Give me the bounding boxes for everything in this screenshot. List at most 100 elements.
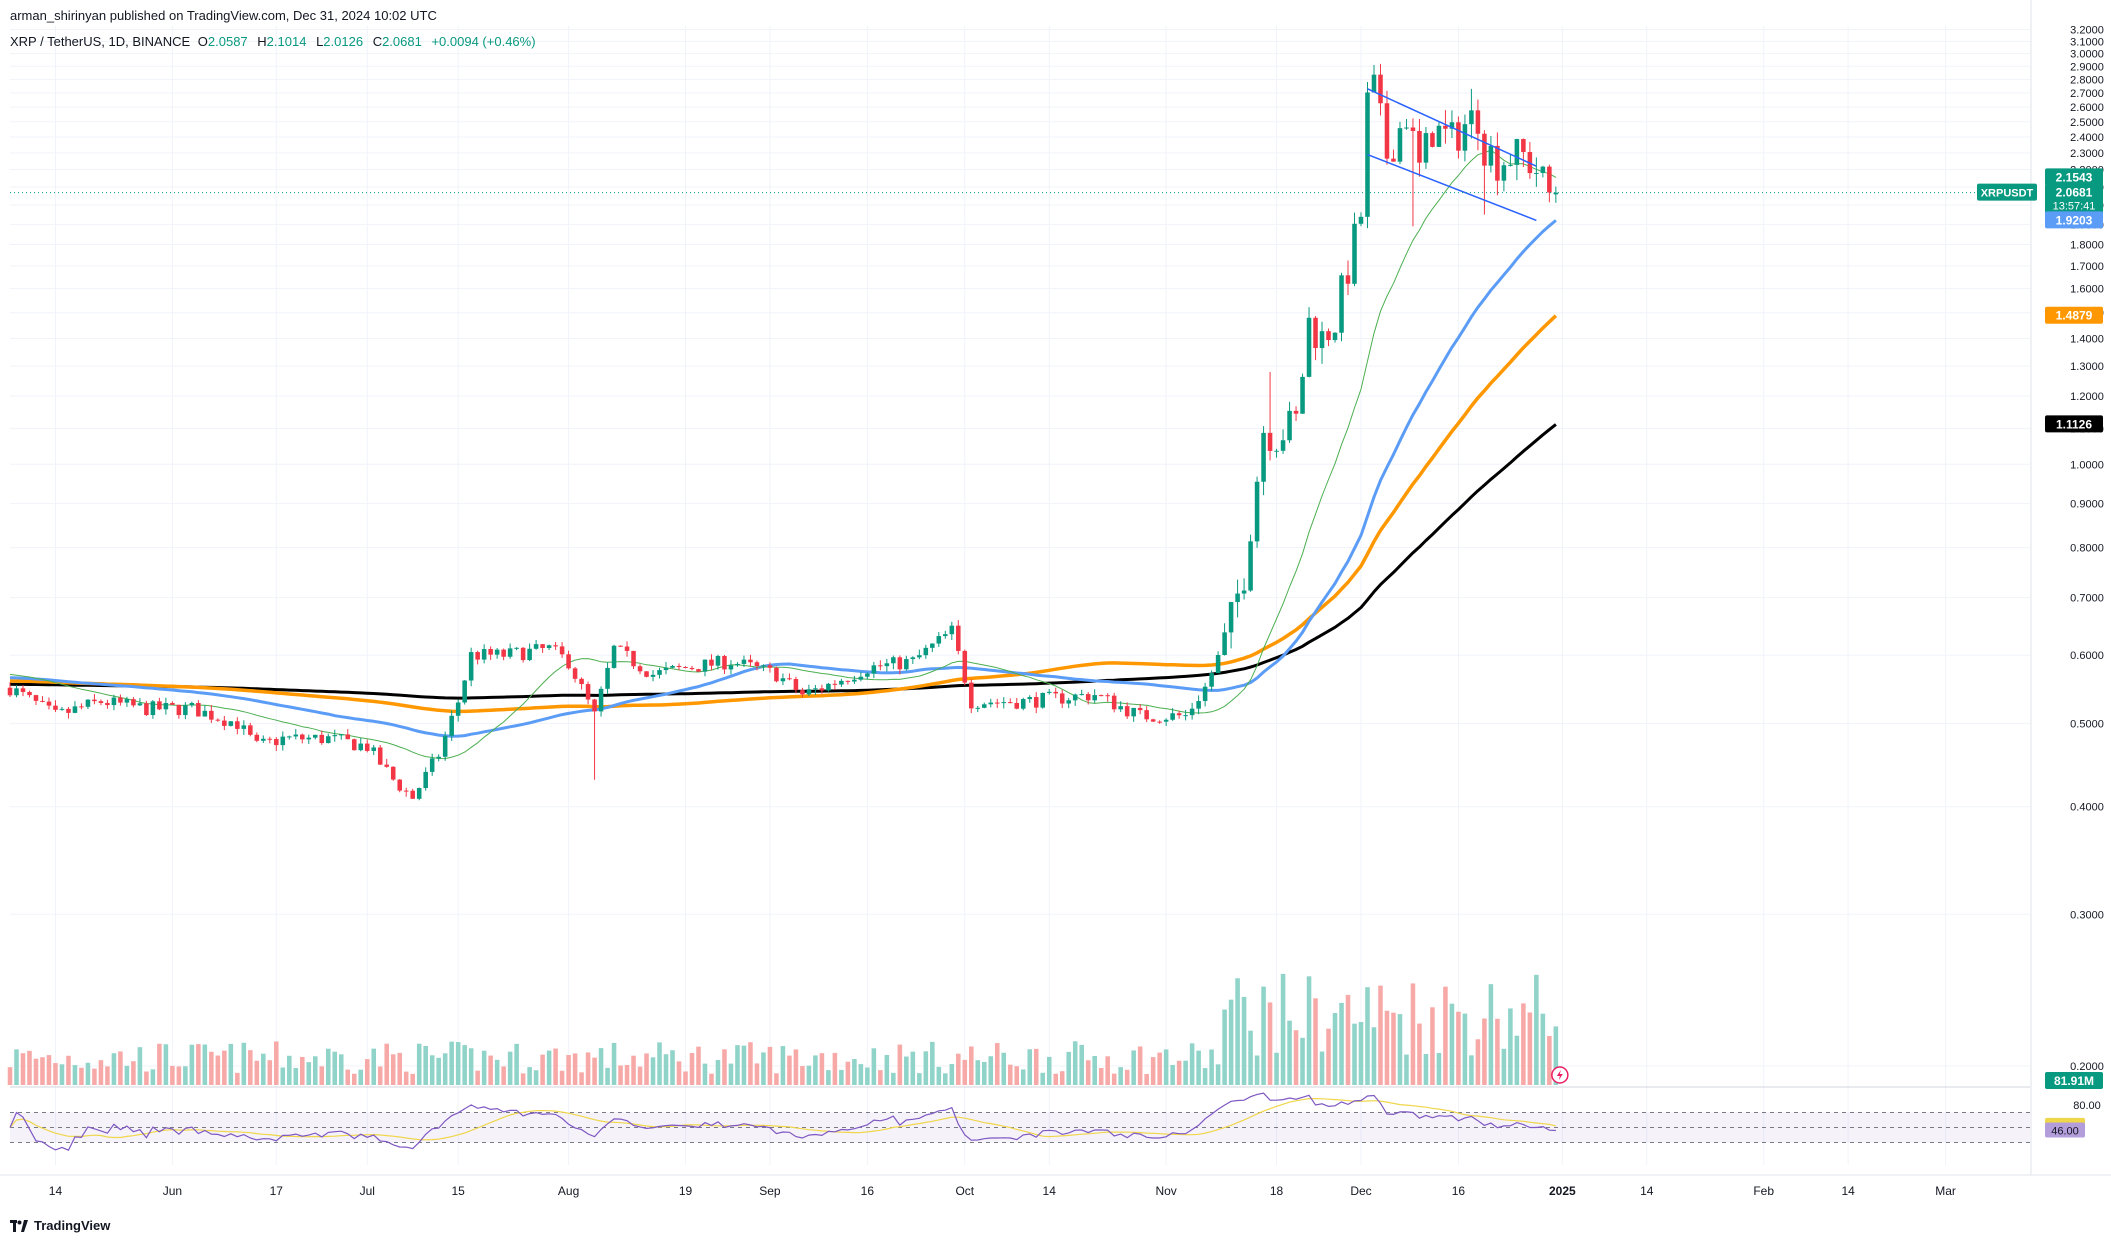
candle-body — [800, 690, 805, 695]
volume-bar — [1072, 1041, 1078, 1085]
candle-body — [702, 659, 708, 672]
price-tick-label: 1.2000 — [2070, 391, 2104, 403]
candle-body — [235, 721, 240, 729]
volume-bar — [1339, 1002, 1344, 1085]
candle-body — [806, 689, 812, 695]
candle-body — [1150, 719, 1156, 722]
candle-body — [566, 654, 571, 669]
volume-bar — [46, 1055, 52, 1085]
candle-body — [670, 665, 675, 668]
candle-body — [332, 735, 338, 737]
volume-bar — [1280, 973, 1286, 1085]
price-tick-label: 2.4000 — [2070, 132, 2104, 144]
candle-body — [1007, 702, 1013, 704]
candle-body — [696, 669, 701, 672]
volume-bar — [1059, 1071, 1065, 1085]
candle-body — [287, 736, 292, 738]
volume-bar — [403, 1071, 409, 1085]
sma100-price-text: 1.4879 — [2056, 309, 2093, 323]
volume-bar — [222, 1050, 227, 1085]
volume-bar — [1124, 1069, 1130, 1085]
candle-body — [449, 715, 454, 736]
candle-body — [852, 679, 857, 682]
volume-bar — [85, 1062, 91, 1085]
volume-bar — [878, 1070, 883, 1085]
sma100-line — [9, 314, 1558, 714]
candle-body — [1274, 450, 1279, 452]
candle-body — [92, 699, 97, 702]
volume-bar — [1306, 976, 1312, 1085]
candle-body — [527, 648, 532, 661]
volume-bar — [1475, 1039, 1481, 1085]
price-tick-label: 2.8000 — [2070, 74, 2104, 86]
volume-bar — [131, 1061, 136, 1085]
volume-bar — [455, 1042, 461, 1085]
ohlc-close: C2.0681 — [372, 34, 422, 49]
candle-body — [1313, 317, 1318, 349]
volume-bar — [1027, 1049, 1033, 1085]
candle-body — [1332, 332, 1338, 341]
candle-body — [33, 695, 39, 701]
time-tick-label: 15 — [451, 1184, 465, 1198]
volume-bar — [1404, 1054, 1409, 1085]
candle-body — [1475, 110, 1481, 134]
candle-body — [1436, 125, 1442, 147]
volume-bar — [761, 1052, 766, 1085]
volume-bar — [1293, 1030, 1299, 1085]
volume-bar — [683, 1071, 688, 1085]
volume-bar — [209, 1051, 214, 1085]
candle-body — [969, 682, 974, 709]
candle-body — [923, 647, 929, 656]
candle-body — [994, 702, 1000, 704]
time-axis[interactable]: 14 Jun 17 Jul 15 Aug 19 Sep 16 Oct 14 Nov 18 Dec 16 202… — [0, 1174, 2111, 1198]
volume-bar — [774, 1073, 779, 1085]
candle-body — [1124, 706, 1130, 717]
candle-body — [416, 788, 422, 799]
volume-bar — [1456, 1011, 1461, 1085]
volume-bar — [111, 1053, 117, 1085]
volume-bar — [839, 1069, 844, 1085]
volume-bar — [715, 1060, 721, 1085]
candle-body — [514, 647, 519, 649]
candle-body — [27, 691, 32, 696]
volume-bar — [780, 1046, 786, 1085]
volume-bar — [1495, 1018, 1500, 1085]
sma20-price-text: 2.1543 — [2056, 170, 2093, 184]
ohlc-low: L2.0126 — [316, 34, 364, 49]
volume-bar — [1170, 1064, 1175, 1085]
candle-body — [59, 708, 65, 710]
candle-body — [1248, 541, 1253, 591]
candle-body — [735, 663, 740, 666]
volume-bar — [53, 1063, 58, 1085]
candle-body — [553, 645, 558, 647]
candle-body — [1553, 192, 1559, 195]
volume-bar — [1514, 1035, 1520, 1085]
sma50-line — [9, 219, 1557, 738]
volume-bar — [988, 1056, 994, 1085]
volume-bar — [1222, 1009, 1227, 1085]
volume-bar — [462, 1045, 467, 1085]
volume-bar — [1384, 1010, 1390, 1085]
volume-bar — [228, 1043, 234, 1085]
volume-bar — [267, 1060, 273, 1085]
candle-body — [598, 688, 604, 712]
volume-bar — [176, 1066, 182, 1085]
tradingview-footer[interactable]: TradingView — [10, 1218, 110, 1233]
volume-bar — [157, 1043, 162, 1085]
volume-bar — [689, 1053, 695, 1085]
volume-bar — [559, 1070, 565, 1085]
symbol-legend[interactable]: XRP / TetherUS, 1D, BINANCE O2.0587 H2.1… — [10, 34, 536, 49]
volume-bar — [241, 1042, 247, 1085]
candle-body — [1300, 376, 1305, 414]
sma50-price-text: 1.9203 — [2056, 213, 2093, 227]
time-tick-label: Jun — [163, 1184, 182, 1198]
volume-bar — [345, 1069, 351, 1085]
candle-body — [267, 738, 273, 740]
volume-bar — [1092, 1055, 1097, 1085]
candle-body — [1378, 74, 1383, 104]
volume-bar — [585, 1052, 591, 1085]
candle-body — [1358, 216, 1364, 224]
candle-body — [442, 735, 448, 757]
candle-body — [780, 678, 786, 682]
